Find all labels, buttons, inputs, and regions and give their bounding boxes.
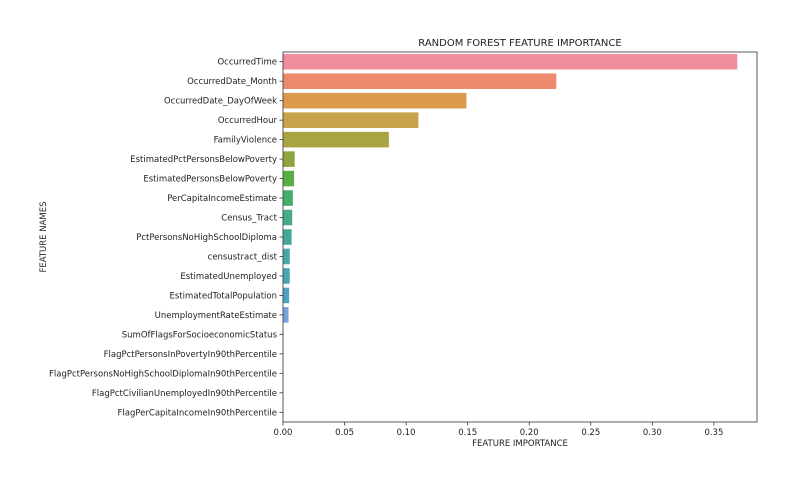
bar-OccurredHour <box>283 112 419 128</box>
bar-PerCapitaIncomeEstimate <box>283 190 293 206</box>
category-label: FlagPctPersonsNoHighSchoolDiplomaIn90thP… <box>49 369 277 379</box>
plot-frame <box>282 51 758 423</box>
category-label: EstimatedPersonsBelowPoverty <box>143 175 277 185</box>
bar-FamilyViolence <box>283 131 389 148</box>
x-axis-label: FEATURE IMPORTANCE <box>472 439 568 449</box>
category-label: SumOfFlagsForSocioeconomicStatus <box>122 330 278 340</box>
bar-OccurredTime <box>283 53 738 70</box>
y-axis-label: FEATURE NAMES <box>39 201 49 272</box>
bar-censustract_dist <box>283 248 290 265</box>
category-label: FlagPctPersonsInPovertyIn90thPercentile <box>104 350 277 360</box>
bar-EstimatedPctPersonsBelowPoverty <box>283 151 295 167</box>
bar-EstimatedTotalPopulation <box>283 287 290 304</box>
bar-UnemploymentRateEstimate <box>283 307 289 323</box>
category-label: censustract_dist <box>208 252 278 262</box>
category-label: OccurredTime <box>217 58 277 68</box>
x-tick-label: 0.35 <box>704 428 723 438</box>
x-tick-label: 0.10 <box>397 428 416 438</box>
category-label: PerCapitaIncomeEstimate <box>167 194 277 204</box>
category-label: PctPersonsNoHighSchoolDiploma <box>136 233 277 243</box>
category-label: UnemploymentRateEstimate <box>155 311 277 321</box>
chart-title: RANDOM FOREST FEATURE IMPORTANCE <box>418 38 621 49</box>
x-tick-label: 0.25 <box>581 428 600 438</box>
category-label: OccurredDate_Month <box>187 77 277 87</box>
x-tick-label: 0.15 <box>458 428 477 438</box>
bar-OccurredDate_Month <box>283 73 557 89</box>
x-tick-label: 0.00 <box>274 428 293 438</box>
x-tick-label: 0.20 <box>520 428 539 438</box>
category-label: EstimatedUnemployed <box>180 272 277 282</box>
category-label: OccurredDate_DayOfWeek <box>164 97 277 107</box>
bars-group <box>283 53 738 421</box>
x-tick-label: 0.05 <box>335 428 354 438</box>
bar-Census_Tract <box>283 209 293 226</box>
bar-OccurredDate_DayOfWeek <box>283 92 467 109</box>
category-label: FlagPctCivilianUnemployedIn90thPercentil… <box>92 389 277 399</box>
category-label: FamilyViolence <box>214 136 277 146</box>
bar-PctPersonsNoHighSchoolDiploma <box>283 229 292 245</box>
bar-EstimatedUnemployed <box>283 268 290 284</box>
category-label: Census_Tract <box>221 214 277 224</box>
category-label: FlagPerCapitaIncomeIn90thPercentile <box>118 408 278 418</box>
category-labels-group: OccurredTime OccurredDate_Month OccurredDa… <box>49 58 283 418</box>
x-ticks-group: 0.00 0.05 0.10 0.15 0.20 0.25 0.30 0.35 <box>274 422 723 438</box>
category-label: EstimatedTotalPopulation <box>170 291 277 301</box>
category-label: OccurredHour <box>218 116 278 126</box>
bar-EstimatedPersonsBelowPoverty <box>283 170 295 187</box>
x-tick-label: 0.30 <box>643 428 662 438</box>
category-label: EstimatedPctPersonsBelowPoverty <box>130 155 277 165</box>
